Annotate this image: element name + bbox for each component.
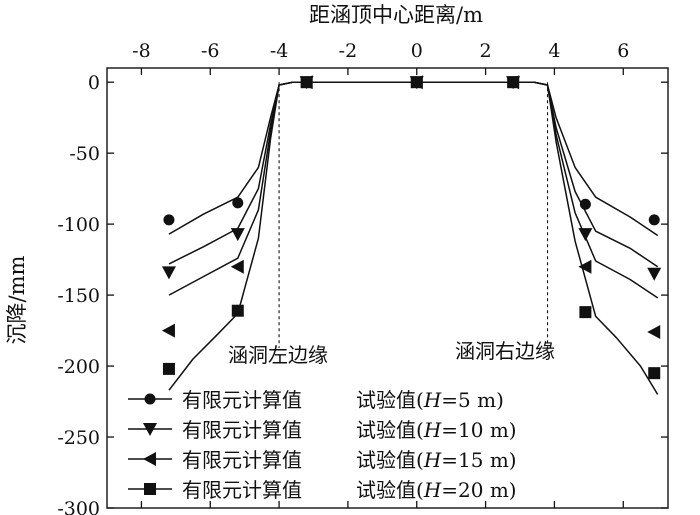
y-tick-label: -300 [57, 498, 100, 515]
test-point-triangle-left [578, 259, 592, 274]
legend-marker-triangle-down [143, 423, 157, 436]
test-point-square [579, 306, 592, 319]
legend-test-text: 试验值( [356, 448, 424, 472]
test-point-circle [232, 197, 244, 209]
legend-line-label: 有限元计算值 [182, 448, 302, 472]
x-tick-label: -8 [132, 40, 151, 62]
edge-label-2: 涵洞右边缘 [455, 339, 555, 363]
legend-test-text: 试验值( [356, 478, 424, 502]
legend-test-text: 试验值( [356, 418, 424, 442]
legend-var: H [423, 478, 442, 502]
legend-var: H [423, 388, 442, 412]
y-tick-label: -200 [57, 356, 100, 378]
test-point-triangle-left [647, 325, 661, 339]
legend-var: H [423, 448, 442, 472]
test-point-square [300, 76, 313, 89]
x-tick-label: 6 [617, 40, 629, 62]
legend-marker-label: 试验值(H=20 m) [356, 478, 517, 502]
legend-marker-square [144, 483, 156, 495]
test-point-square [162, 362, 175, 375]
legend-test-text: 试验值( [356, 388, 424, 412]
test-point-square [648, 367, 661, 380]
y-tick-label: -250 [57, 427, 100, 449]
legend-line-label: 有限元计算值 [182, 418, 302, 442]
test-point-triangle-left [230, 259, 244, 274]
x-tick-label: 2 [480, 40, 492, 62]
y-tick-label: 0 [88, 72, 100, 94]
legend-line-label: 有限元计算值 [182, 388, 302, 412]
x-tick-label: 4 [548, 40, 560, 62]
edge-annotations: 涵洞左边缘 涵洞右边缘 [228, 82, 555, 367]
x-tick-label: -2 [339, 40, 358, 62]
test-point-triangle-left [161, 323, 175, 338]
x-tick-label: -6 [201, 40, 220, 62]
legend-marker-circle [144, 393, 156, 405]
y-tick-label: -50 [69, 143, 100, 165]
test-point-triangle-down [647, 267, 662, 281]
y-tick-label: -100 [57, 214, 100, 236]
x-tick-label: -4 [270, 40, 289, 62]
test-point-triangle-down [230, 228, 245, 242]
legend-marker-label: 试验值(H=15 m) [356, 448, 517, 472]
legend-rest: =5 m) [441, 388, 504, 412]
test-point-circle [648, 214, 660, 226]
axes: -8 -6 -4 -2 0 2 4 6 0 -50 -100 -150 -200 -250 -300 [57, 40, 669, 515]
legend-marker-label: 试验值(H=5 m) [356, 388, 504, 412]
legend-marker-triangle-left [143, 452, 156, 466]
test-point-triangle-down [578, 228, 593, 242]
test-point-square [410, 76, 423, 89]
x-tick-label: 0 [411, 40, 423, 62]
legend-rest: =10 m) [441, 418, 516, 442]
legend-line-label: 有限元计算值 [182, 478, 302, 502]
test-point-square [231, 304, 244, 317]
legend: 有限元计算值 试验值(H=5 m)有限元计算值 试验值(H=10 m)有限元计算值试… [128, 388, 517, 502]
legend-var: H [423, 418, 442, 442]
y-axis-title: 沉降/mm [5, 255, 29, 344]
legend-rest: =15 m) [441, 448, 516, 472]
plot-frame [106, 67, 669, 509]
test-point-circle [163, 214, 175, 226]
x-axis-title: 距涵顶中心距离/m [309, 3, 483, 27]
edge-label-1: 涵洞左边缘 [228, 343, 328, 367]
legend-marker-label: 试验值(H=10 m) [356, 418, 517, 442]
test-markers [161, 75, 662, 380]
test-point-square [507, 76, 520, 89]
legend-rest: =20 m) [441, 478, 516, 502]
test-point-circle [579, 198, 591, 210]
y-tick-label: -150 [57, 285, 100, 307]
test-point-triangle-down [161, 266, 176, 280]
fem-curve-1 [168, 81, 659, 237]
